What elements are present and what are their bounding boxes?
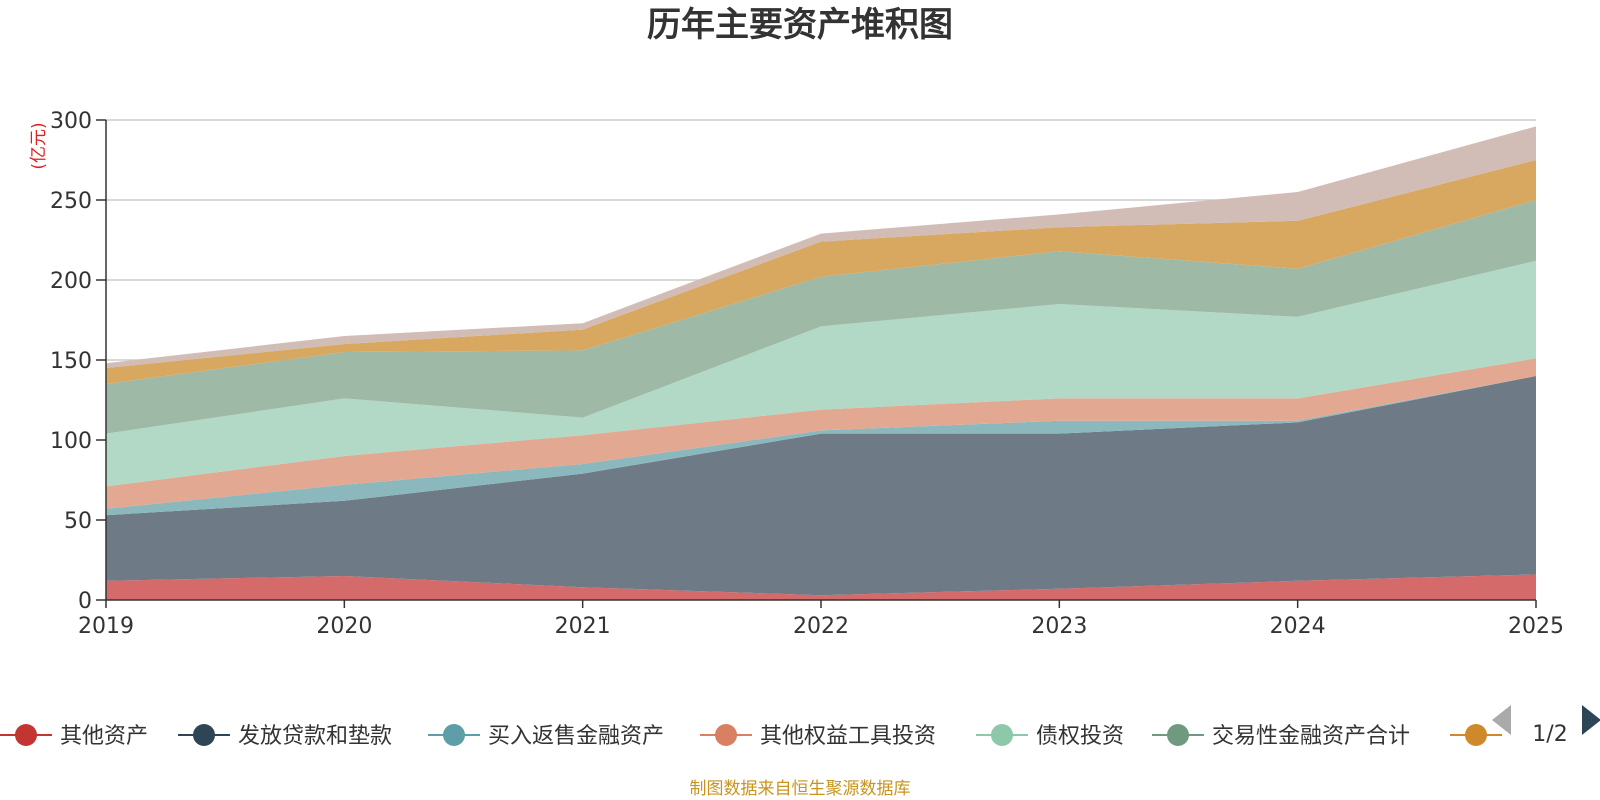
x-tick-label: 2020 <box>316 614 372 639</box>
y-tick-label: 250 <box>50 189 92 214</box>
legend-marker-icon <box>15 724 37 746</box>
legend-label: 其他资产 <box>60 724 148 749</box>
legend-item[interactable]: 其他资产 <box>0 724 148 749</box>
area-series-7 <box>106 160 1536 384</box>
y-tick-label: 150 <box>50 349 92 374</box>
x-tick-label: 2022 <box>793 614 849 639</box>
legend-marker-icon <box>1465 724 1487 746</box>
area-series <box>106 126 1536 600</box>
axes: 0 50 100 150 200 250 300 2019 2020 2021 2022 2023 20… <box>50 109 1564 639</box>
legend: 其他资产 发放贷款和垫款 买入返售金融资产 其他权益工具投资 债权投资 交易性金融资产合计 <box>0 724 1502 749</box>
data-source-note: 制图数据来自恒生聚源数据库 <box>690 779 911 799</box>
area-series-5 <box>106 260 1536 487</box>
legend-label: 买入返售金融资产 <box>488 724 664 749</box>
legend-next-icon[interactable] <box>1582 705 1600 735</box>
legend-label: 债权投资 <box>1036 724 1124 749</box>
legend-pager: 1/2 <box>1492 705 1600 747</box>
legend-item[interactable]: 发放贷款和垫款 <box>178 724 392 749</box>
x-tick-label: 2023 <box>1031 614 1087 639</box>
y-tick-label: 200 <box>50 269 92 294</box>
x-tick-label: 2021 <box>555 614 611 639</box>
legend-item[interactable] <box>1450 724 1502 746</box>
legend-item[interactable]: 买入返售金融资产 <box>428 724 664 749</box>
legend-label: 交易性金融资产合计 <box>1212 724 1410 749</box>
legend-marker-icon <box>715 724 737 746</box>
legend-item[interactable]: 交易性金融资产合计 <box>1152 724 1410 749</box>
area-series-2 <box>106 376 1536 596</box>
y-tick-label: 300 <box>50 109 92 134</box>
area-series-6 <box>106 200 1536 434</box>
area-series-4 <box>106 358 1536 509</box>
legend-marker-icon <box>193 724 215 746</box>
legend-item[interactable]: 债权投资 <box>976 724 1124 749</box>
legend-marker-icon <box>443 724 465 746</box>
chart-title: 历年主要资产堆积图 <box>647 5 953 45</box>
legend-marker-icon <box>991 724 1013 746</box>
y-tick-label: 0 <box>78 589 92 614</box>
legend-item[interactable]: 其他权益工具投资 <box>700 724 936 749</box>
area-series-3 <box>106 376 1536 516</box>
y-unit-label: (亿元) <box>29 122 49 169</box>
y-tick-label: 50 <box>64 509 92 534</box>
legend-marker-icon <box>1167 724 1189 746</box>
x-tick-label: 2024 <box>1270 614 1326 639</box>
area-series-1 <box>106 574 1536 600</box>
legend-label: 其他权益工具投资 <box>760 724 936 749</box>
y-tick-label: 100 <box>50 429 92 454</box>
x-tick-label: 2025 <box>1508 614 1564 639</box>
x-tick-label: 2019 <box>78 614 134 639</box>
legend-page-number: 1/2 <box>1532 722 1567 747</box>
legend-label: 发放贷款和垫款 <box>238 724 392 749</box>
legend-prev-icon[interactable] <box>1492 705 1511 735</box>
